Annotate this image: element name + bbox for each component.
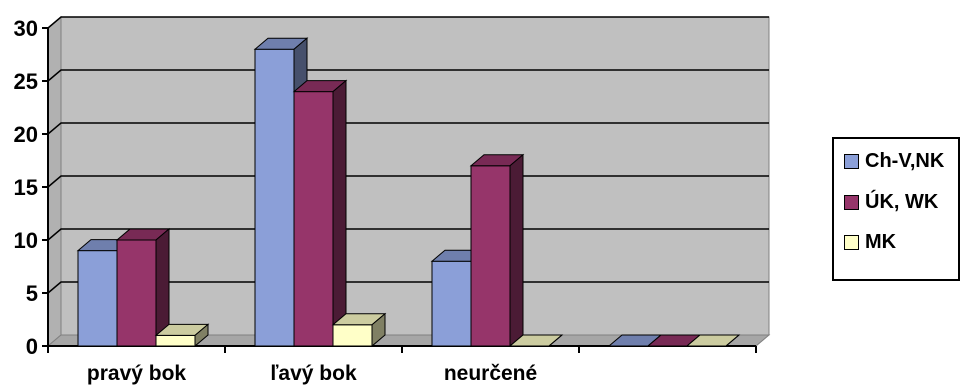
bar bbox=[331, 312, 387, 348]
legend-item-uk-wk: ÚK, WK bbox=[844, 189, 938, 215]
bar-front bbox=[77, 250, 118, 347]
bar bbox=[292, 79, 348, 348]
bar-side bbox=[509, 153, 524, 348]
bar-side bbox=[194, 323, 209, 348]
bar-front bbox=[155, 334, 196, 347]
y-tick-labels: 0 5 10 15 20 25 30 bbox=[14, 16, 38, 359]
y-tick-label: 10 bbox=[14, 228, 38, 253]
legend-item-ch-v-nk: Ch-V,NK bbox=[844, 148, 944, 174]
bar bbox=[115, 227, 171, 348]
legend-swatch-uk-wk bbox=[844, 194, 859, 210]
y-tick-label: 20 bbox=[14, 122, 38, 147]
bar-front bbox=[293, 91, 334, 347]
y-tick-label: 15 bbox=[14, 175, 38, 200]
y-tick-label: 25 bbox=[14, 69, 38, 94]
bar-front bbox=[254, 48, 295, 347]
bar-front bbox=[116, 239, 157, 347]
gridlines bbox=[47, 16, 769, 294]
bar-front bbox=[332, 324, 373, 347]
category-label: neurčené bbox=[444, 362, 537, 385]
y-tick-label: 30 bbox=[14, 16, 38, 41]
bar-side bbox=[371, 312, 386, 348]
gridline bbox=[47, 16, 769, 29]
gridline bbox=[47, 122, 769, 135]
bar bbox=[508, 334, 564, 347]
legend-label-uk-wk: ÚK, WK bbox=[865, 190, 939, 213]
legend-swatch-mk bbox=[844, 234, 859, 250]
bar-front bbox=[470, 165, 511, 347]
legend: Ch-V,NK ÚK, WK MK bbox=[832, 137, 960, 281]
bar-side bbox=[332, 79, 347, 348]
category-labels: pravý bok ľavý bok neurčené bbox=[87, 362, 537, 385]
gridline bbox=[47, 228, 769, 241]
bar-front bbox=[431, 260, 472, 347]
bar bbox=[469, 153, 525, 348]
y-tick-label: 0 bbox=[26, 334, 38, 359]
gridline bbox=[47, 175, 769, 188]
y-tick-label: 5 bbox=[26, 281, 38, 306]
bars bbox=[76, 37, 741, 348]
category-label: ľavý bok bbox=[270, 362, 357, 385]
legend-swatch-ch-v-nk bbox=[844, 153, 859, 169]
category-label: pravý bok bbox=[87, 362, 187, 385]
legend-label-ch-v-nk: Ch-V,NK bbox=[865, 149, 945, 172]
bar bbox=[685, 334, 741, 347]
gridline bbox=[47, 281, 769, 294]
bar-side bbox=[725, 334, 740, 347]
bar bbox=[154, 323, 210, 348]
bar-side bbox=[548, 334, 563, 347]
gridline bbox=[47, 69, 769, 82]
legend-item-mk: MK bbox=[844, 229, 896, 255]
legend-label-mk: MK bbox=[865, 230, 897, 253]
